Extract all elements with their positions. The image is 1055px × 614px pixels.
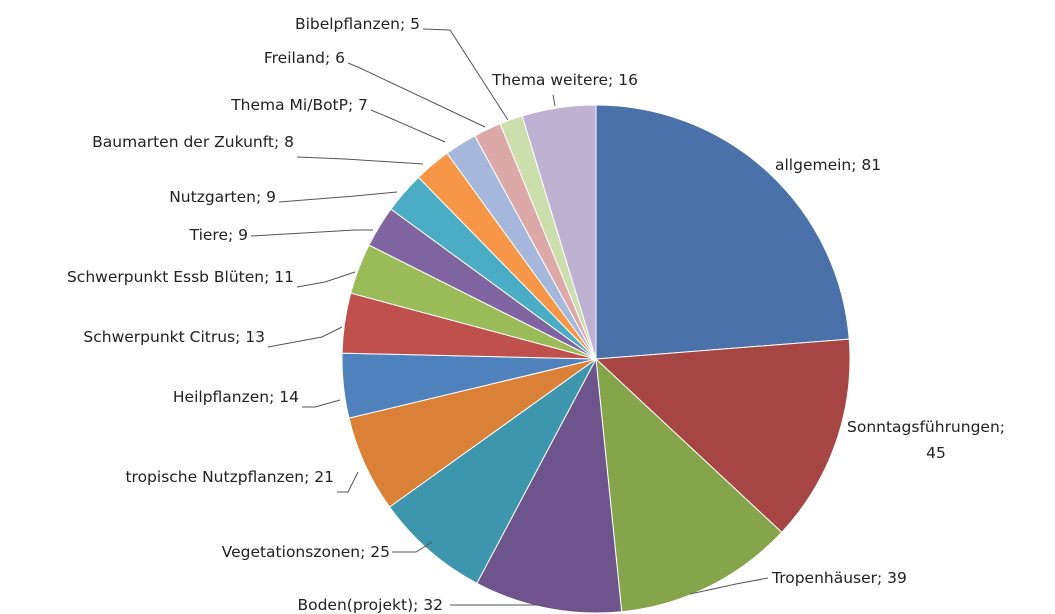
leader-line [422,28,509,121]
leader-line [552,94,556,107]
data-labels: allgemein; 81 Sonntagsführungen; 45 Tropenh… [67,15,1005,614]
data-label: Baumarten der Zukunft; 8 [92,133,294,151]
data-label-value: 45 [926,444,946,462]
data-label: Nutzgarten; 9 [169,188,276,206]
data-label: Thema weitere; 16 [491,71,638,89]
data-label: Vegetationszonen; 25 [222,543,390,561]
leader-line [296,156,424,165]
data-label: Tiere; 9 [189,226,248,244]
data-label: Freiland; 6 [264,49,345,67]
leader-line [337,471,359,493]
leader-line [267,326,343,348]
data-label: Bibelpflanzen; 5 [295,15,420,33]
pie-slice [594,338,851,533]
data-label: Heilpflanzen; 14 [173,388,299,406]
leader-line [347,62,486,128]
pie-slice [521,104,597,360]
data-label: Thema Mi/BotP; 7 [230,96,368,114]
leader-line [392,541,433,553]
leader-line [250,229,373,237]
pie-slice [595,104,850,360]
leader-line [296,271,356,288]
data-label: Tropenhäuser; 39 [771,569,907,587]
pie-slice [595,357,783,613]
leader-lines [250,28,769,606]
data-label: Sonntagsführungen; [847,418,1005,436]
leader-line [689,577,769,595]
data-label: tropische Nutzpflanzen; 21 [125,468,334,486]
pie-slices [341,104,851,614]
data-label: Schwerpunkt Citrus; 13 [83,328,265,346]
pie-slice [476,357,623,614]
data-label: Boden(projekt); 32 [297,596,443,614]
leader-line [278,191,398,203]
leader-line [370,109,446,143]
data-label: Schwerpunkt Essb Blüten; 11 [67,268,294,286]
pie-slice [388,358,597,584]
data-label: allgemein; 81 [775,156,881,174]
leader-line [302,399,341,408]
